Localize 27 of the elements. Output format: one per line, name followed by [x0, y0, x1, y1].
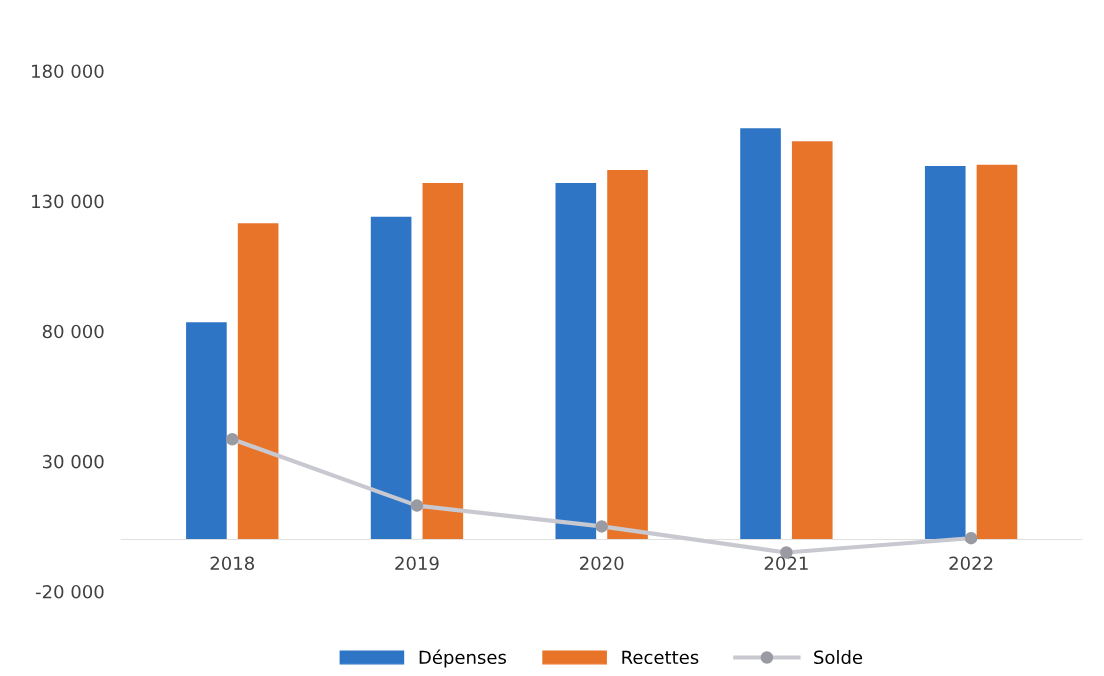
point — [964, 531, 978, 545]
bar — [370, 216, 412, 540]
x-tick-label: 2019 — [395, 556, 439, 571]
x-tick-label: 2020 — [580, 556, 624, 571]
legend-label: Dépenses — [419, 649, 507, 668]
point — [595, 520, 608, 533]
bar — [555, 182, 597, 540]
x-tick-label: 2021 — [764, 556, 808, 571]
y-tick-label: 180 000 — [32, 64, 104, 79]
legend-label: Solde — [814, 650, 863, 665]
bar — [237, 223, 279, 540]
y-tick-label: 130 000 — [32, 194, 104, 209]
bar — [740, 128, 781, 540]
x-tick-label: 2018 — [210, 556, 254, 571]
bar — [422, 182, 464, 540]
y-tick-label: -20 000 — [35, 584, 104, 599]
x-tick-label: 2022 — [949, 556, 993, 571]
bar — [186, 322, 227, 540]
bar — [791, 141, 833, 540]
bar — [924, 165, 966, 540]
point — [226, 432, 239, 446]
y-tick-label: 30 000 — [42, 454, 104, 469]
bar — [976, 164, 1018, 540]
bar — [607, 169, 648, 540]
legend-label: Recettes — [622, 650, 699, 665]
y-tick-label: 80 000 — [42, 324, 104, 339]
point — [410, 499, 424, 512]
